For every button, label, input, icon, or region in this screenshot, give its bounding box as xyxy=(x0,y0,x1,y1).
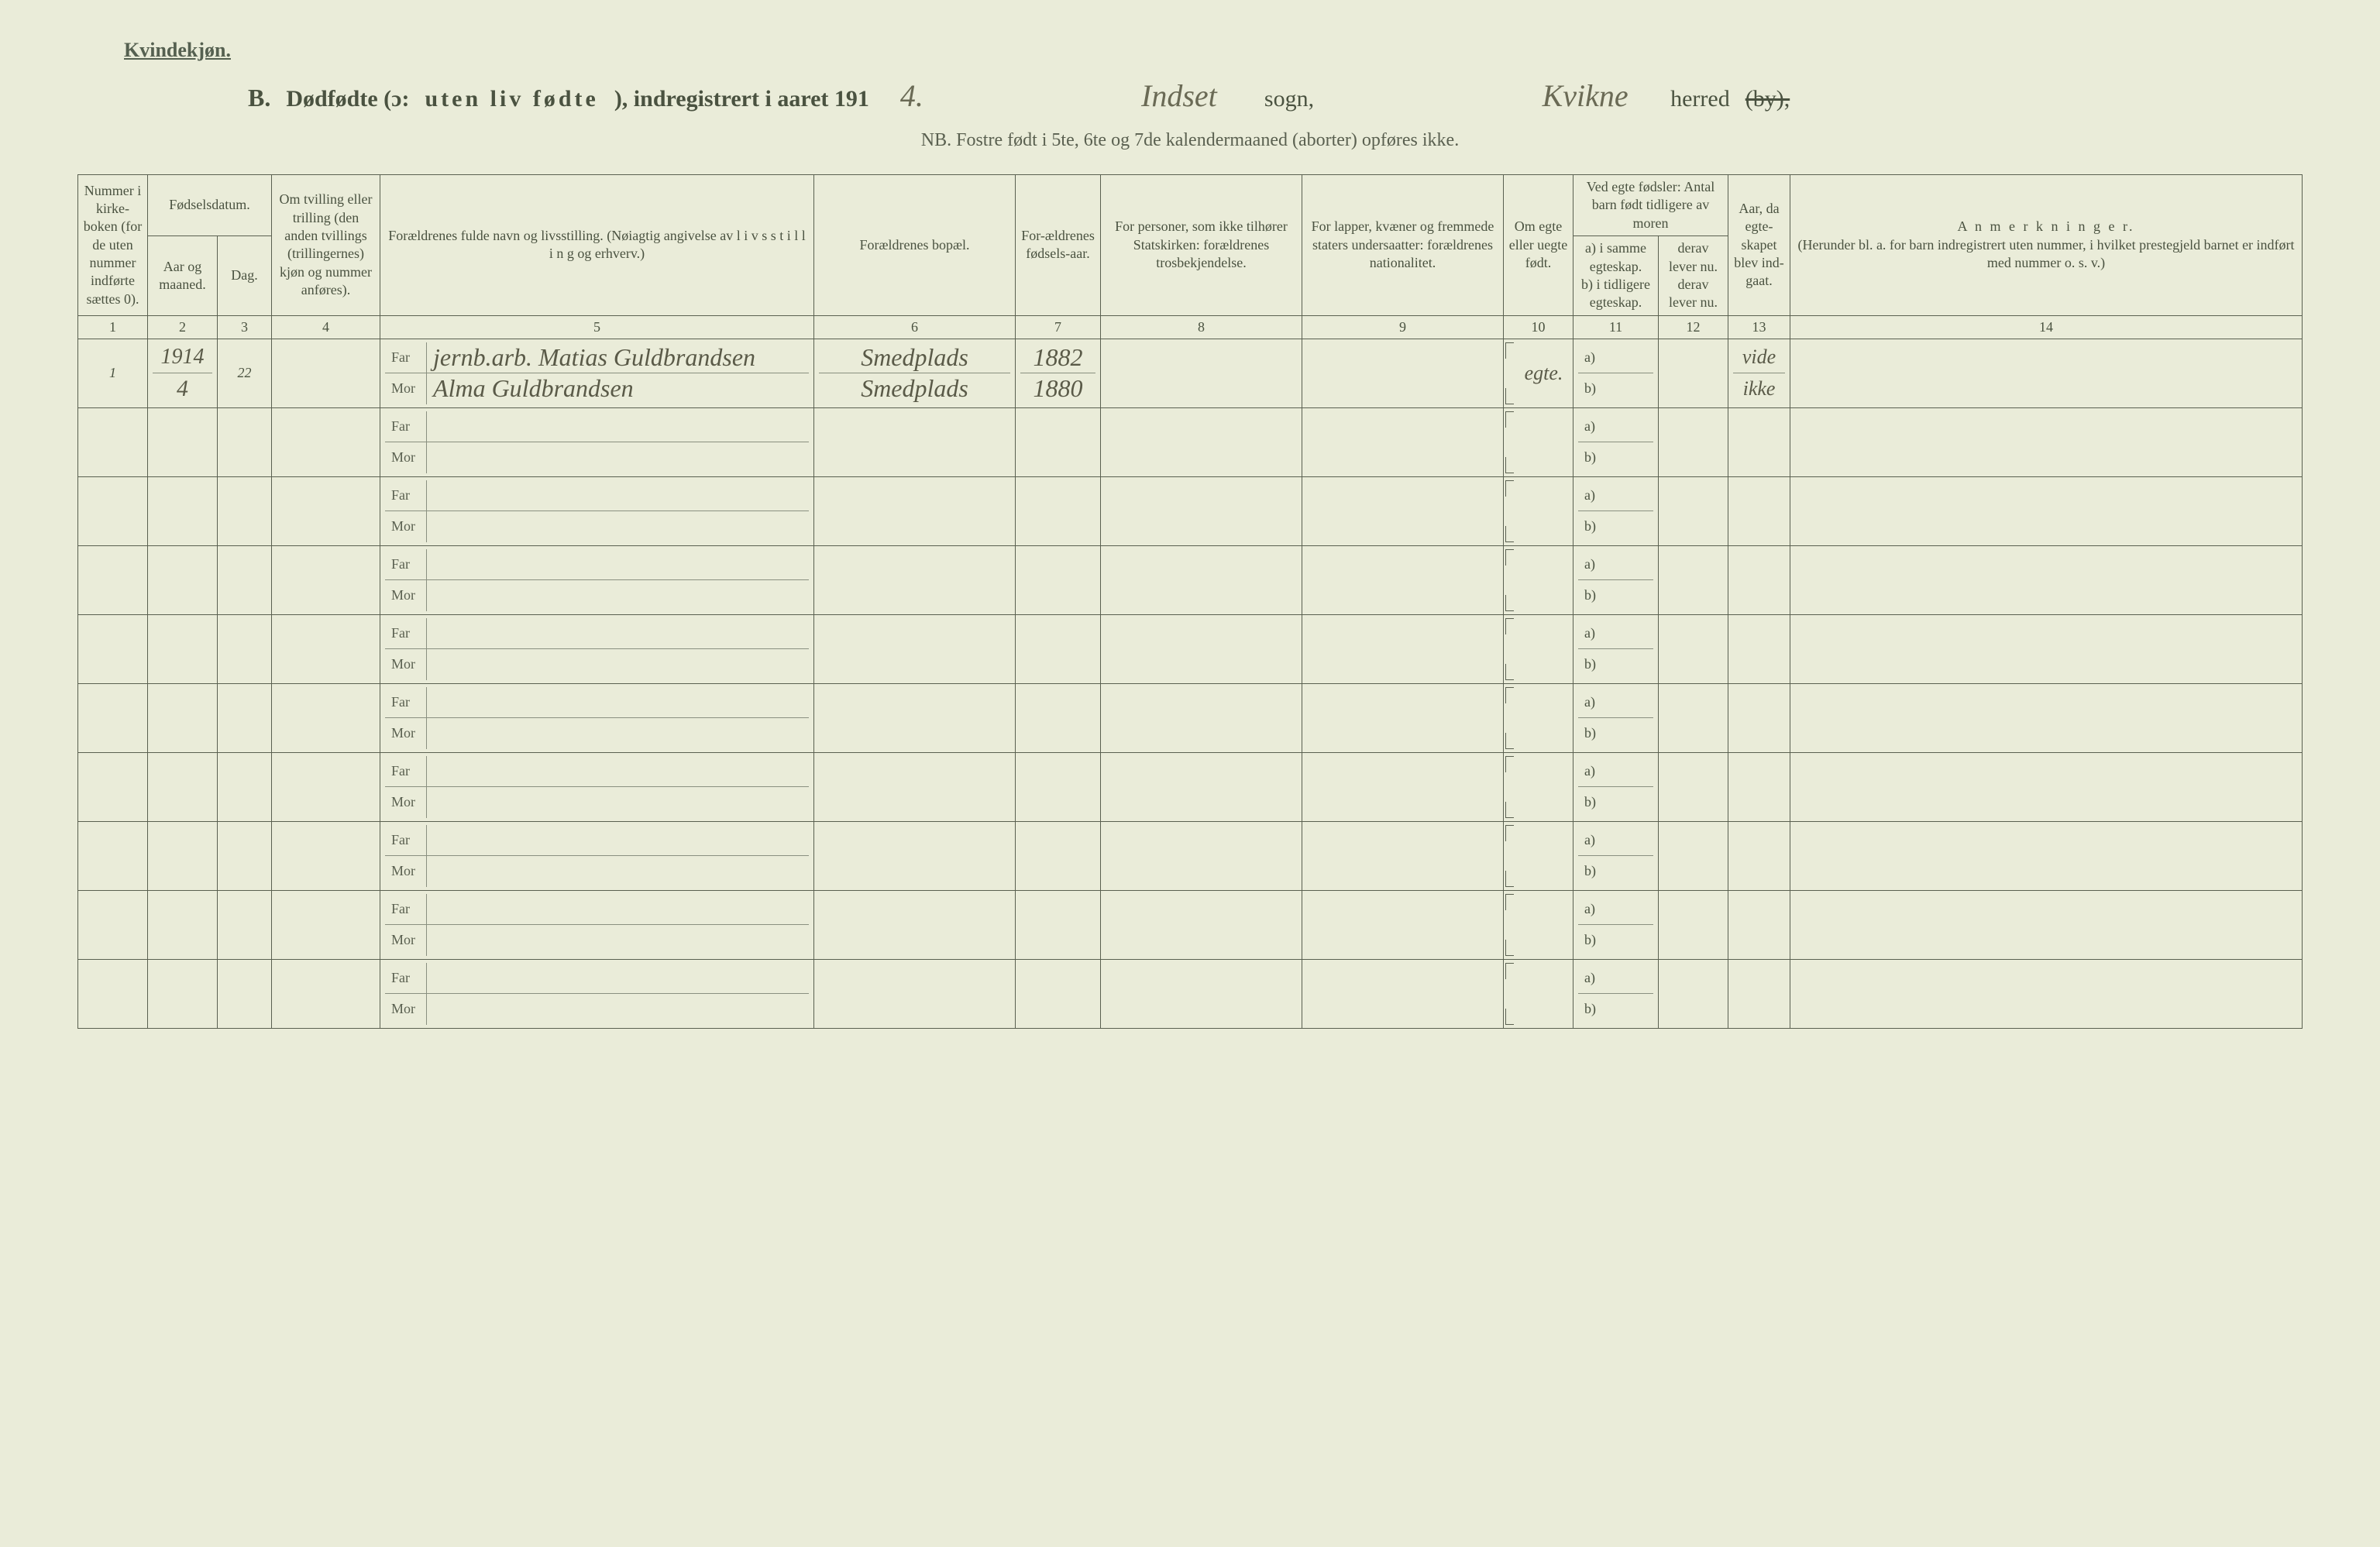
table-row: 1 1914 4 22 Far jernb.arb. Matias Guldbr… xyxy=(78,339,2303,407)
cell-anm xyxy=(1790,339,2303,407)
cell-year-month: 1914 4 xyxy=(148,339,218,407)
col-7: For-ældrenes fødsels-aar. xyxy=(1016,175,1101,316)
cell-day: 22 xyxy=(218,339,272,407)
col-numbers: 1 2 3 4 5 6 7 8 9 10 11 12 13 14 xyxy=(78,315,2303,339)
col-11-top: Ved egte fødsler: Antal barn født tidlig… xyxy=(1573,175,1728,236)
cell-lever xyxy=(1659,339,1728,407)
table-row: Far Mor a) b) xyxy=(78,614,2303,683)
table-row: Far Mor a) b) xyxy=(78,476,2303,545)
title-spaced: uten liv fødte xyxy=(425,86,598,112)
col-8: For personer, som ikke tilhører Statskir… xyxy=(1101,175,1302,316)
year-fill: 4. xyxy=(885,77,939,115)
gender-label: Kvindekjøn. xyxy=(124,39,2303,62)
cell-egte: egte. xyxy=(1504,339,1573,407)
table-body: 1 1914 4 22 Far jernb.arb. Matias Guldbr… xyxy=(78,339,2303,1028)
col-2a: Aar og maaned. xyxy=(148,236,218,316)
cell-nat xyxy=(1302,339,1504,407)
herred-label: herred xyxy=(1670,86,1730,112)
cell-aar-egte: vide ikke xyxy=(1728,339,1790,407)
table-row: Far Mor a) b) xyxy=(78,959,2303,1028)
cell-sted: Smedplads Smedplads xyxy=(814,339,1016,407)
col-4: Om tvilling eller trilling (den anden tv… xyxy=(272,175,380,316)
sogn-value: Indset xyxy=(1109,77,1249,115)
cell-ab: a) b) xyxy=(1573,339,1659,407)
col-11a: a) i samme egteskap. b) i tidligere egte… xyxy=(1573,236,1659,316)
col-12: derav lever nu. derav lever nu. xyxy=(1659,236,1728,316)
sogn-label: sogn, xyxy=(1264,86,1314,112)
title-tail: ), indregistrert i aaret 191 xyxy=(614,86,869,112)
header: Kvindekjøn. B. Dødfødte (ɔ: uten liv fød… xyxy=(77,39,2303,151)
table-row: Far Mor a) b) xyxy=(78,890,2303,959)
col-9: For lapper, kvæner og fremmede staters u… xyxy=(1302,175,1504,316)
herred-value: Kvikne xyxy=(1515,77,1655,115)
cell-tvilling xyxy=(272,339,380,407)
col-1: Nummer i kirke-boken (for de uten nummer… xyxy=(78,175,148,316)
col-2b: Dag. xyxy=(218,236,272,316)
col-14: A n m e r k n i n g e r. (Herunder bl. a… xyxy=(1790,175,2303,316)
nb-line: NB. Fostre født i 5te, 6te og 7de kalend… xyxy=(77,130,2303,151)
cell-parents: Far jernb.arb. Matias Guldbrandsen Mor A… xyxy=(380,339,814,407)
col-5: Forældrenes fulde navn og livsstilling. … xyxy=(380,175,814,316)
herred-strike: (by), xyxy=(1745,86,1790,112)
cell-num: 1 xyxy=(78,339,148,407)
ledger-page: Kvindekjøn. B. Dødfødte (ɔ: uten liv fød… xyxy=(0,0,2380,1547)
col-13: Aar, da egte-skapet blev ind-gaat. xyxy=(1728,175,1790,316)
col-2-top: Fødselsdatum. xyxy=(148,175,272,236)
table-row: Far Mor a) b) xyxy=(78,821,2303,890)
col-6: Forældrenes bopæl. xyxy=(814,175,1016,316)
title-row: B. Dødfødte (ɔ: uten liv fødte ), indreg… xyxy=(77,77,2303,115)
table-row: Far Mor a) b) xyxy=(78,752,2303,821)
table-row: Far Mor a) b) xyxy=(78,407,2303,476)
cell-tros xyxy=(1101,339,1302,407)
cell-faar: 1882 1880 xyxy=(1016,339,1101,407)
table-head: Nummer i kirke-boken (for de uten nummer… xyxy=(78,175,2303,339)
ledger-table: Nummer i kirke-boken (for de uten nummer… xyxy=(77,174,2303,1029)
section-letter: B. xyxy=(248,84,270,112)
title-main: Dødfødte (ɔ: xyxy=(286,86,409,112)
table-row: Far Mor a) b) xyxy=(78,545,2303,614)
col-10: Om egte eller uegte født. xyxy=(1504,175,1573,316)
table-row: Far Mor a) b) xyxy=(78,683,2303,752)
